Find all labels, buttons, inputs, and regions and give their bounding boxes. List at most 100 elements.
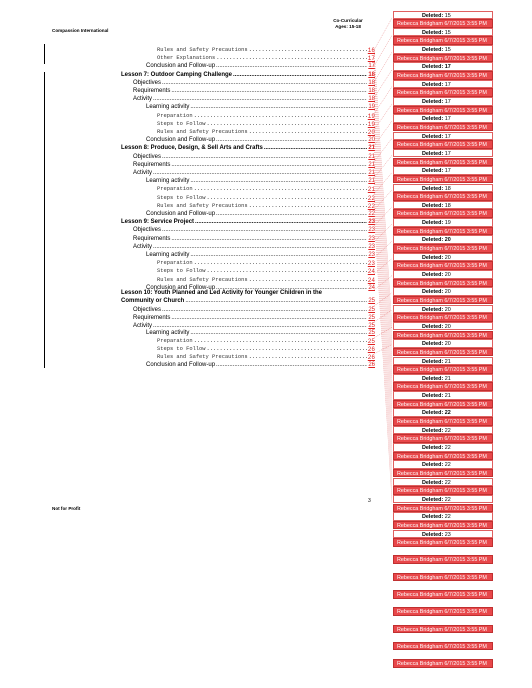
revision-author-balloon[interactable]: Rebecca Bridgham 6/7/2015 3:55 PM: [393, 244, 493, 253]
revision-author-balloon[interactable]: Rebecca Bridgham 6/7/2015 3:55 PM: [393, 105, 493, 115]
deleted-revision-balloon[interactable]: Deleted: 20: [393, 287, 493, 296]
deleted-revision-balloon[interactable]: Deleted: 17: [393, 79, 493, 89]
revision-author-balloon[interactable]: Rebecca Bridgham 6/7/2015 3:55 PM: [393, 572, 493, 582]
revision-author-balloon[interactable]: Rebecca Bridgham 6/7/2015 3:55 PM: [393, 19, 493, 28]
deleted-revision-balloon[interactable]: Deleted: 22: [393, 460, 493, 469]
revision-author-balloon[interactable]: Rebecca Bridgham 6/7/2015 3:55 PM: [393, 226, 493, 236]
toc-entry[interactable]: Preparation 25: [157, 337, 375, 345]
toc-entry[interactable]: Conclusion and Follow-up 17: [146, 62, 375, 70]
deleted-revision-balloon[interactable]: Deleted: 20: [393, 252, 493, 262]
deleted-revision-balloon[interactable]: Deleted: 18: [393, 183, 493, 192]
revision-author-balloon[interactable]: Rebecca Bridgham 6/7/2015 3:55 PM: [393, 641, 493, 651]
deleted-revision-balloon[interactable]: Deleted: 18: [393, 200, 493, 210]
deleted-revision-balloon[interactable]: Deleted: 17: [393, 166, 493, 175]
toc-entry[interactable]: Activity 25: [133, 322, 375, 330]
toc-entry[interactable]: Steps to Follow 24: [157, 267, 375, 275]
toc-entry[interactable]: Conclusion and Follow-up 24: [146, 284, 375, 292]
deleted-revision-balloon[interactable]: Deleted: 17: [393, 62, 493, 71]
revision-author-balloon[interactable]: Rebecca Bridgham 6/7/2015 3:55 PM: [393, 278, 493, 288]
toc-entry[interactable]: Learning activity 21: [146, 177, 375, 185]
toc-entry[interactable]: Preparation 19: [157, 112, 375, 120]
deleted-revision-balloon[interactable]: Deleted: 15: [393, 10, 493, 19]
deleted-revision-balloon[interactable]: Deleted: 22: [393, 512, 493, 521]
deleted-revision-balloon[interactable]: Deleted: 21: [393, 391, 493, 400]
deleted-revision-balloon[interactable]: Deleted: 15: [393, 45, 493, 54]
revision-author-balloon[interactable]: Rebecca Bridgham 6/7/2015 3:55 PM: [393, 417, 493, 426]
revision-author-balloon[interactable]: Rebecca Bridgham 6/7/2015 3:55 PM: [393, 122, 493, 132]
revision-author-balloon[interactable]: Rebecca Bridgham 6/7/2015 3:55 PM: [393, 468, 493, 478]
revision-author-balloon[interactable]: Rebecca Bridgham 6/7/2015 3:55 PM: [393, 555, 493, 564]
revision-author-balloon[interactable]: Rebecca Bridgham 6/7/2015 3:55 PM: [393, 209, 493, 218]
revision-author-balloon[interactable]: Rebecca Bridgham 6/7/2015 3:55 PM: [393, 659, 493, 668]
deleted-revision-balloon[interactable]: Deleted: 20: [393, 321, 493, 331]
deleted-revision-balloon[interactable]: Deleted: 17: [393, 114, 493, 123]
toc-entry[interactable]: Rules and Safety Precautions 26: [157, 353, 375, 361]
revision-author-balloon[interactable]: Rebecca Bridgham 6/7/2015 3:55 PM: [393, 140, 493, 149]
deleted-revision-balloon[interactable]: Deleted: 23: [393, 529, 493, 538]
deleted-revision-balloon[interactable]: Deleted: 22: [393, 425, 493, 435]
deleted-revision-balloon[interactable]: Deleted: 20: [393, 270, 493, 279]
toc-entry[interactable]: Objectives 21: [133, 153, 375, 161]
revision-author-balloon[interactable]: Rebecca Bridgham 6/7/2015 3:55 PM: [393, 590, 493, 599]
revision-author-balloon[interactable]: Rebecca Bridgham 6/7/2015 3:55 PM: [393, 365, 493, 374]
toc-entry[interactable]: Requirements 21: [133, 161, 375, 169]
toc-entry[interactable]: Objectives 25: [133, 306, 375, 314]
toc-entry[interactable]: Lesson 8: Produce, Design, & Sell Arts a…: [121, 144, 375, 152]
deleted-revision-balloon[interactable]: Deleted: 17: [393, 97, 493, 106]
revision-author-balloon[interactable]: Rebecca Bridgham 6/7/2015 3:55 PM: [393, 399, 493, 409]
toc-entry[interactable]: Objectives 18: [133, 79, 375, 87]
revision-author-balloon[interactable]: Rebecca Bridgham 6/7/2015 3:55 PM: [393, 36, 493, 45]
toc-entry[interactable]: Objectives 23: [133, 226, 375, 234]
toc-entry[interactable]: Requirements 18: [133, 87, 375, 95]
deleted-revision-balloon[interactable]: Deleted: 20: [393, 339, 493, 348]
revision-author-balloon[interactable]: Rebecca Bridgham 6/7/2015 3:55 PM: [393, 607, 493, 616]
toc-entry[interactable]: Learning activity 25: [146, 329, 375, 337]
toc-entry[interactable]: Conclusion and Follow-up 26: [146, 361, 375, 369]
toc-entry[interactable]: Conclusion and Follow-up 22: [146, 210, 375, 218]
revision-author-balloon[interactable]: Rebecca Bridgham 6/7/2015 3:55 PM: [393, 486, 493, 495]
toc-entry[interactable]: Steps to Follow 19: [157, 120, 375, 128]
deleted-revision-balloon[interactable]: Deleted: 20: [393, 235, 493, 244]
deleted-revision-balloon[interactable]: Deleted: 22: [393, 494, 493, 504]
toc-entry[interactable]: Steps to Follow 22: [157, 194, 375, 202]
deleted-revision-balloon[interactable]: Deleted: 21: [393, 356, 493, 365]
toc-entry[interactable]: Activity 18: [133, 95, 375, 103]
deleted-revision-balloon[interactable]: Deleted: 21: [393, 373, 493, 383]
deleted-revision-balloon[interactable]: Deleted: 22: [393, 477, 493, 487]
deleted-revision-balloon[interactable]: Deleted: 15: [393, 27, 493, 37]
toc-entry[interactable]: Rules and Safety Precautions 20: [157, 128, 375, 136]
deleted-revision-balloon[interactable]: Deleted: 20: [393, 304, 493, 314]
revision-author-balloon[interactable]: Rebecca Bridgham 6/7/2015 3:55 PM: [393, 157, 493, 167]
toc-entry[interactable]: Requirements 25: [133, 314, 375, 322]
toc-entry[interactable]: Lesson 9: Service Project 23: [121, 218, 375, 226]
toc-entry[interactable]: Learning activity 19: [146, 103, 375, 111]
toc-entry[interactable]: Rules and Safety Precautions 16: [157, 46, 375, 54]
toc-entry[interactable]: Rules and Safety Precautions 24: [157, 276, 375, 284]
revision-author-balloon[interactable]: Rebecca Bridgham 6/7/2015 3:55 PM: [393, 434, 493, 443]
revision-author-balloon[interactable]: Rebecca Bridgham 6/7/2015 3:55 PM: [393, 503, 493, 513]
toc-entry[interactable]: Learning activity 23: [146, 251, 375, 259]
toc-entry[interactable]: Conclusion and Follow-up 20: [146, 136, 375, 144]
revision-author-balloon[interactable]: Rebecca Bridgham 6/7/2015 3:55 PM: [393, 451, 493, 461]
revision-author-balloon[interactable]: Rebecca Bridgham 6/7/2015 3:55 PM: [393, 520, 493, 530]
revision-author-balloon[interactable]: Rebecca Bridgham 6/7/2015 3:55 PM: [393, 538, 493, 547]
deleted-revision-balloon[interactable]: Deleted: 19: [393, 218, 493, 227]
toc-entry[interactable]: Other Explanations 17: [157, 54, 375, 62]
revision-author-balloon[interactable]: Rebecca Bridgham 6/7/2015 3:55 PM: [393, 192, 493, 201]
toc-entry[interactable]: Preparation 23: [157, 259, 375, 267]
toc-entry[interactable]: Steps to Follow 26: [157, 345, 375, 353]
toc-lesson-10-heading[interactable]: Lesson 10: Youth Planned and Led Activit…: [121, 290, 375, 305]
toc-entry[interactable]: Lesson 7: Outdoor Camping Challenge 18: [121, 71, 375, 79]
toc-entry[interactable]: Requirements 23: [133, 235, 375, 243]
revision-author-balloon[interactable]: Rebecca Bridgham 6/7/2015 3:55 PM: [393, 71, 493, 80]
revision-author-balloon[interactable]: Rebecca Bridgham 6/7/2015 3:55 PM: [393, 261, 493, 270]
revision-author-balloon[interactable]: Rebecca Bridgham 6/7/2015 3:55 PM: [393, 382, 493, 391]
toc-entry[interactable]: Activity 21: [133, 169, 375, 177]
revision-author-balloon[interactable]: Rebecca Bridgham 6/7/2015 3:55 PM: [393, 347, 493, 357]
deleted-revision-balloon[interactable]: Deleted: 22: [393, 443, 493, 452]
deleted-revision-balloon[interactable]: Deleted: 17: [393, 131, 493, 141]
toc-entry[interactable]: Preparation 21: [157, 185, 375, 193]
deleted-revision-balloon[interactable]: Deleted: 22: [393, 408, 493, 417]
revision-author-balloon[interactable]: Rebecca Bridgham 6/7/2015 3:55 PM: [393, 313, 493, 322]
toc-entry[interactable]: Activity 23: [133, 243, 375, 251]
